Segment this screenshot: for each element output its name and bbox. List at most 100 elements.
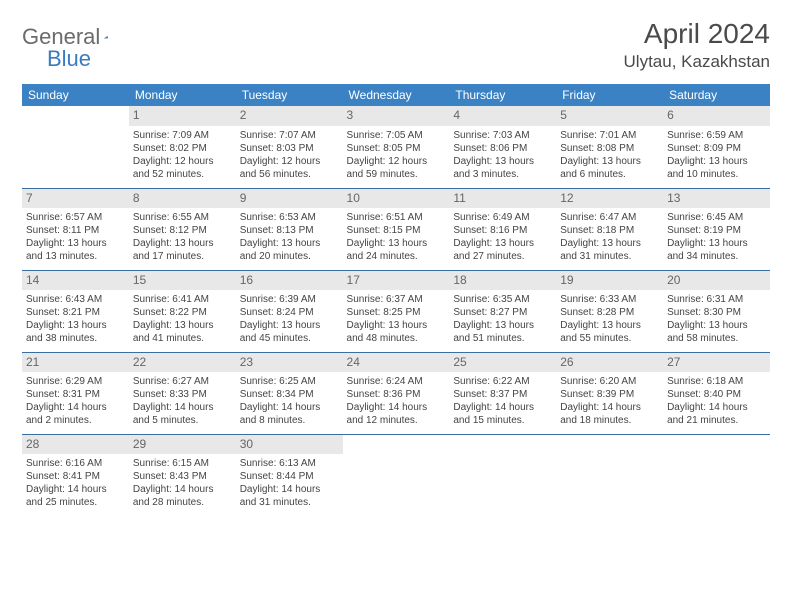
location-label: Ulytau, Kazakhstan [624, 52, 770, 72]
day-details: Sunrise: 6:18 AMSunset: 8:40 PMDaylight:… [667, 375, 766, 427]
day-header: Sunday [22, 84, 129, 106]
calendar-cell: 15Sunrise: 6:41 AMSunset: 8:22 PMDayligh… [129, 270, 236, 352]
logo-triangle-icon [104, 29, 108, 45]
day-details: Sunrise: 6:39 AMSunset: 8:24 PMDaylight:… [240, 293, 339, 345]
day-number: 1 [129, 106, 236, 126]
month-title: April 2024 [624, 18, 770, 50]
day-details: Sunrise: 7:05 AMSunset: 8:05 PMDaylight:… [347, 129, 446, 181]
day-details: Sunrise: 6:25 AMSunset: 8:34 PMDaylight:… [240, 375, 339, 427]
calendar-cell: 27Sunrise: 6:18 AMSunset: 8:40 PMDayligh… [663, 352, 770, 434]
calendar-cell: 20Sunrise: 6:31 AMSunset: 8:30 PMDayligh… [663, 270, 770, 352]
day-details: Sunrise: 6:57 AMSunset: 8:11 PMDaylight:… [26, 211, 125, 263]
day-number: 8 [129, 189, 236, 209]
day-details: Sunrise: 6:45 AMSunset: 8:19 PMDaylight:… [667, 211, 766, 263]
calendar-cell: 12Sunrise: 6:47 AMSunset: 8:18 PMDayligh… [556, 188, 663, 270]
day-number: 24 [343, 353, 450, 373]
calendar-cell: 17Sunrise: 6:37 AMSunset: 8:25 PMDayligh… [343, 270, 450, 352]
day-number: 3 [343, 106, 450, 126]
day-details: Sunrise: 6:55 AMSunset: 8:12 PMDaylight:… [133, 211, 232, 263]
day-header: Thursday [449, 84, 556, 106]
day-header: Saturday [663, 84, 770, 106]
day-number: 20 [663, 271, 770, 291]
day-details: Sunrise: 6:37 AMSunset: 8:25 PMDaylight:… [347, 293, 446, 345]
day-number: 4 [449, 106, 556, 126]
day-number: 19 [556, 271, 663, 291]
calendar-cell: 7Sunrise: 6:57 AMSunset: 8:11 PMDaylight… [22, 188, 129, 270]
day-number: 10 [343, 189, 450, 209]
calendar-cell: 28Sunrise: 6:16 AMSunset: 8:41 PMDayligh… [22, 434, 129, 516]
day-number: 28 [22, 435, 129, 455]
day-number: 18 [449, 271, 556, 291]
logo-text-blue: Blue [47, 46, 91, 72]
calendar-cell: 13Sunrise: 6:45 AMSunset: 8:19 PMDayligh… [663, 188, 770, 270]
day-details: Sunrise: 6:33 AMSunset: 8:28 PMDaylight:… [560, 293, 659, 345]
day-number: 11 [449, 189, 556, 209]
calendar-row: 1Sunrise: 7:09 AMSunset: 8:02 PMDaylight… [22, 106, 770, 188]
day-number: 15 [129, 271, 236, 291]
calendar-cell [663, 434, 770, 516]
calendar-cell: 29Sunrise: 6:15 AMSunset: 8:43 PMDayligh… [129, 434, 236, 516]
calendar-cell: 6Sunrise: 6:59 AMSunset: 8:09 PMDaylight… [663, 106, 770, 188]
day-details: Sunrise: 6:41 AMSunset: 8:22 PMDaylight:… [133, 293, 232, 345]
day-details: Sunrise: 6:20 AMSunset: 8:39 PMDaylight:… [560, 375, 659, 427]
day-details: Sunrise: 7:03 AMSunset: 8:06 PMDaylight:… [453, 129, 552, 181]
day-details: Sunrise: 6:13 AMSunset: 8:44 PMDaylight:… [240, 457, 339, 509]
day-header: Monday [129, 84, 236, 106]
calendar-cell: 3 Sunrise: 7:05 AMSunset: 8:05 PMDaylight… [343, 106, 450, 188]
day-number: 5 [556, 106, 663, 126]
day-details: Sunrise: 7:01 AMSunset: 8:08 PMDaylight:… [560, 129, 659, 181]
calendar-cell [22, 106, 129, 188]
day-number: 6 [663, 106, 770, 126]
day-details: Sunrise: 6:24 AMSunset: 8:36 PMDaylight:… [347, 375, 446, 427]
day-number: 16 [236, 271, 343, 291]
calendar-cell [556, 434, 663, 516]
calendar-row: 7Sunrise: 6:57 AMSunset: 8:11 PMDaylight… [22, 188, 770, 270]
day-details: Sunrise: 6:51 AMSunset: 8:15 PMDaylight:… [347, 211, 446, 263]
day-number: 27 [663, 353, 770, 373]
day-number: 17 [343, 271, 450, 291]
calendar-cell: 1Sunrise: 7:09 AMSunset: 8:02 PMDaylight… [129, 106, 236, 188]
day-details: Sunrise: 6:35 AMSunset: 8:27 PMDaylight:… [453, 293, 552, 345]
day-number: 29 [129, 435, 236, 455]
calendar-cell: 22Sunrise: 6:27 AMSunset: 8:33 PMDayligh… [129, 352, 236, 434]
day-number: 13 [663, 189, 770, 209]
day-header: Friday [556, 84, 663, 106]
calendar-cell: 8Sunrise: 6:55 AMSunset: 8:12 PMDaylight… [129, 188, 236, 270]
day-details: Sunrise: 6:49 AMSunset: 8:16 PMDaylight:… [453, 211, 552, 263]
day-number: 25 [449, 353, 556, 373]
calendar-table: SundayMondayTuesdayWednesdayThursdayFrid… [22, 84, 770, 516]
day-number: 22 [129, 353, 236, 373]
day-details: Sunrise: 6:15 AMSunset: 8:43 PMDaylight:… [133, 457, 232, 509]
day-details: Sunrise: 6:43 AMSunset: 8:21 PMDaylight:… [26, 293, 125, 345]
day-number: 2 [236, 106, 343, 126]
calendar-cell: 9Sunrise: 6:53 AMSunset: 8:13 PMDaylight… [236, 188, 343, 270]
day-number: 21 [22, 353, 129, 373]
calendar-cell: 18Sunrise: 6:35 AMSunset: 8:27 PMDayligh… [449, 270, 556, 352]
calendar-cell [449, 434, 556, 516]
day-number: 14 [22, 271, 129, 291]
calendar-cell: 21Sunrise: 6:29 AMSunset: 8:31 PMDayligh… [22, 352, 129, 434]
calendar-cell: 24Sunrise: 6:24 AMSunset: 8:36 PMDayligh… [343, 352, 450, 434]
calendar-cell: 30Sunrise: 6:13 AMSunset: 8:44 PMDayligh… [236, 434, 343, 516]
day-details: Sunrise: 6:53 AMSunset: 8:13 PMDaylight:… [240, 211, 339, 263]
day-number: 23 [236, 353, 343, 373]
day-details: Sunrise: 7:07 AMSunset: 8:03 PMDaylight:… [240, 129, 339, 181]
page-header: General April 2024 Ulytau, Kazakhstan [22, 18, 770, 72]
calendar-head: SundayMondayTuesdayWednesdayThursdayFrid… [22, 84, 770, 106]
calendar-cell: 26Sunrise: 6:20 AMSunset: 8:39 PMDayligh… [556, 352, 663, 434]
day-details: Sunrise: 6:31 AMSunset: 8:30 PMDaylight:… [667, 293, 766, 345]
calendar-cell: 2 Sunrise: 7:07 AMSunset: 8:03 PMDaylight… [236, 106, 343, 188]
day-details: Sunrise: 6:29 AMSunset: 8:31 PMDaylight:… [26, 375, 125, 427]
calendar-row: 28Sunrise: 6:16 AMSunset: 8:41 PMDayligh… [22, 434, 770, 516]
calendar-cell: 5 Sunrise: 7:01 AMSunset: 8:08 PMDaylight… [556, 106, 663, 188]
day-header: Tuesday [236, 84, 343, 106]
day-header: Wednesday [343, 84, 450, 106]
calendar-cell: 11Sunrise: 6:49 AMSunset: 8:16 PMDayligh… [449, 188, 556, 270]
calendar-cell: 19Sunrise: 6:33 AMSunset: 8:28 PMDayligh… [556, 270, 663, 352]
calendar-row: 14Sunrise: 6:43 AMSunset: 8:21 PMDayligh… [22, 270, 770, 352]
calendar-cell: 16Sunrise: 6:39 AMSunset: 8:24 PMDayligh… [236, 270, 343, 352]
calendar-cell: 14Sunrise: 6:43 AMSunset: 8:21 PMDayligh… [22, 270, 129, 352]
day-number: 9 [236, 189, 343, 209]
calendar-cell: 25Sunrise: 6:22 AMSunset: 8:37 PMDayligh… [449, 352, 556, 434]
day-number: 26 [556, 353, 663, 373]
